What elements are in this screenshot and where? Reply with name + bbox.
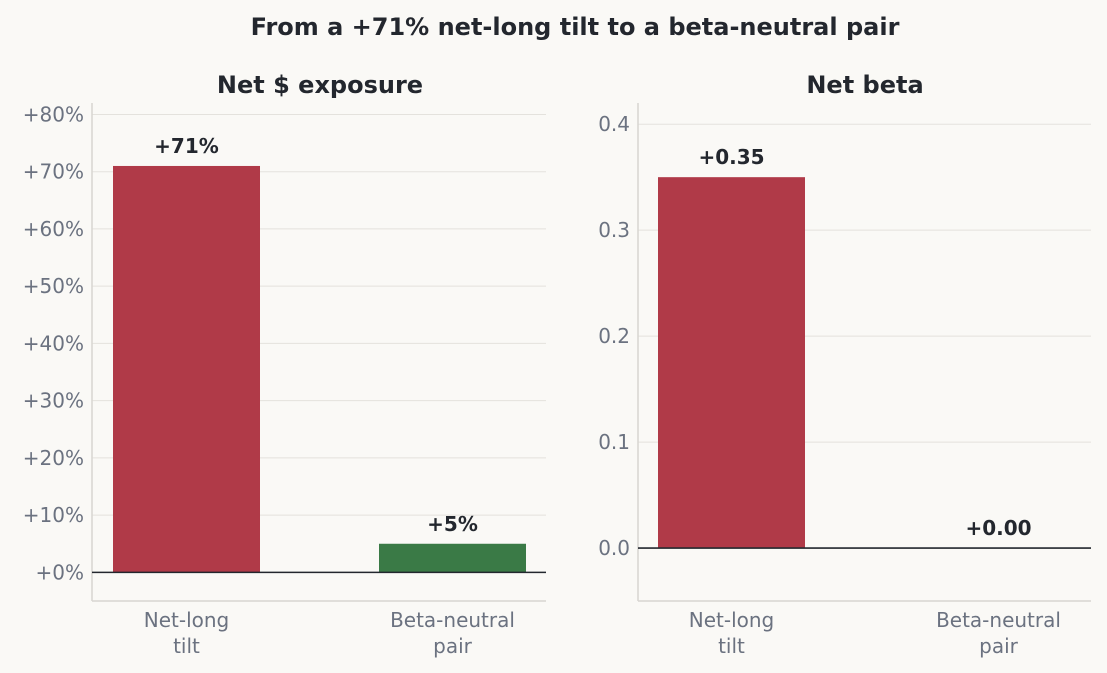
bar-net-long-tilt [658, 177, 805, 549]
x-tick-label-beta-neutral-pair: Beta-neutral pair [390, 608, 515, 658]
panel-title-net-beta: Net beta [806, 71, 923, 99]
panel-net-dollar-exposure: Net $ exposure +0% +10% +20% +30% +40% +50% +6… [23, 71, 546, 658]
y-tick-label: +30% [23, 389, 84, 413]
value-label-beta-neutral-pair: +5% [427, 512, 478, 536]
y-tick-label: 0.3 [598, 218, 630, 242]
y-tick-label: 0.0 [598, 536, 630, 560]
y-tick-label: +10% [23, 503, 84, 527]
y-tick-label: +60% [23, 217, 84, 241]
panel-title-net-dollar-exposure: Net $ exposure [217, 71, 423, 99]
figure-title: From a +71% net-long tilt to a beta-neut… [251, 13, 900, 41]
bar-net-long-tilt [113, 165, 260, 573]
y-tick-label: +20% [23, 446, 84, 470]
y-tick-label: +0% [36, 560, 85, 584]
y-tick-label: +40% [23, 331, 84, 355]
x-tick-label-net-long-tilt: Net-long tilt [689, 608, 775, 658]
value-label-net-long-tilt: +0.35 [698, 145, 764, 169]
y-tick-label: +80% [23, 102, 84, 126]
y-tick-label: 0.1 [598, 430, 630, 454]
x-tick-label-beta-neutral-pair: Beta-neutral pair [936, 608, 1061, 658]
bar-beta-neutral-pair [379, 543, 526, 573]
y-tick-label: +50% [23, 274, 84, 298]
y-tick-label: 0.2 [598, 324, 630, 348]
x-tick-label-net-long-tilt: Net-long tilt [144, 608, 230, 658]
y-tick-label: +70% [23, 160, 84, 184]
panel-net-beta: Net beta 0.0 0.1 0.2 0.3 0.4 +0.35 Net-long til… [598, 71, 1091, 658]
value-label-beta-neutral-pair: +0.00 [965, 516, 1031, 540]
y-tick-label: 0.4 [598, 112, 630, 136]
value-label-net-long-tilt: +71% [154, 134, 219, 158]
